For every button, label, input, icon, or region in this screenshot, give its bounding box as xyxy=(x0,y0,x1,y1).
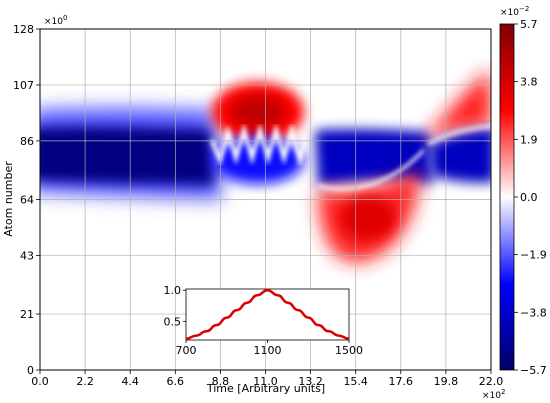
inset-x-tick-label: 1500 xyxy=(335,344,363,357)
inset-ticks: 700 1100 1500 0.5 1.0 xyxy=(164,284,364,357)
x-tick-label: 4.4 xyxy=(121,375,139,388)
x-tick-label: 13.2 xyxy=(298,375,323,388)
heatmap-band-core xyxy=(40,127,214,185)
y-tick-label: 0 xyxy=(27,364,34,377)
y-axis-label: Atom number xyxy=(2,161,15,237)
colorbar-tick-label: 1.9 xyxy=(520,133,538,146)
y-tick-label: 128 xyxy=(13,23,34,36)
y-tick-label: 64 xyxy=(20,194,34,207)
heatmap-node-line-osc xyxy=(210,122,308,168)
x-axis-ticks: 0.0 2.2 4.4 6.6 8.8 11.0 13.2 15.4 17.6 19.8 22.0 xyxy=(31,370,503,388)
x-tick-label: 11.0 xyxy=(253,375,278,388)
y-axis-ticks: 0 21 43 64 86 107 128 xyxy=(13,23,40,377)
inset-x-tick-label: 1100 xyxy=(254,344,282,357)
inset-chart: 700 1100 1500 0.5 1.0 xyxy=(164,284,364,357)
colorbar-tick-label: 0.0 xyxy=(520,191,538,204)
y-tick-label: 43 xyxy=(20,249,34,262)
inset-frame xyxy=(185,288,350,341)
x-tick-label: 15.4 xyxy=(343,375,368,388)
colorbar-tick-label: 3.8 xyxy=(520,76,538,89)
x-tick-label: 0.0 xyxy=(31,375,49,388)
y-tick-label: 21 xyxy=(20,308,34,321)
x-tick-label: 17.6 xyxy=(389,375,414,388)
y-multiplier-label: ×100 xyxy=(44,14,67,27)
inset-series-line xyxy=(185,288,350,341)
colorbar-tick-label: 5.7 xyxy=(520,18,538,31)
inset-y-tick-label: 0.5 xyxy=(164,315,182,328)
x-tick-label: 2.2 xyxy=(76,375,94,388)
y-tick-label: 86 xyxy=(20,135,34,148)
heatmap-band-right xyxy=(430,128,491,183)
inset-x-tick-label: 700 xyxy=(176,344,197,357)
x-tick-label: 22.0 xyxy=(479,375,504,388)
colorbar-tick-label: −1.9 xyxy=(520,249,547,262)
x-multiplier-label: ×102 xyxy=(482,388,505,401)
colorbar-tick-label: −5.7 xyxy=(520,364,547,377)
colorbar xyxy=(499,23,515,371)
y-tick-label: 107 xyxy=(13,79,34,92)
inset-y-tick-label: 1.0 xyxy=(164,284,182,297)
x-tick-label: 6.6 xyxy=(167,375,185,388)
colorbar-ticks: 5.7 3.8 1.9 0.0 −1.9 −3.8 −5.7 xyxy=(514,18,547,377)
heatmap-red-lobe-right xyxy=(428,70,491,140)
x-tick-label: 19.8 xyxy=(434,375,459,388)
heatmap-band-mid xyxy=(315,129,432,186)
x-tick-label: 8.8 xyxy=(212,375,230,388)
colorbar-tick-label: −3.8 xyxy=(520,306,547,319)
colorbar-multiplier-label: ×10−2 xyxy=(500,5,529,18)
x-axis-label: Time [Arbitrary units] xyxy=(206,382,325,395)
